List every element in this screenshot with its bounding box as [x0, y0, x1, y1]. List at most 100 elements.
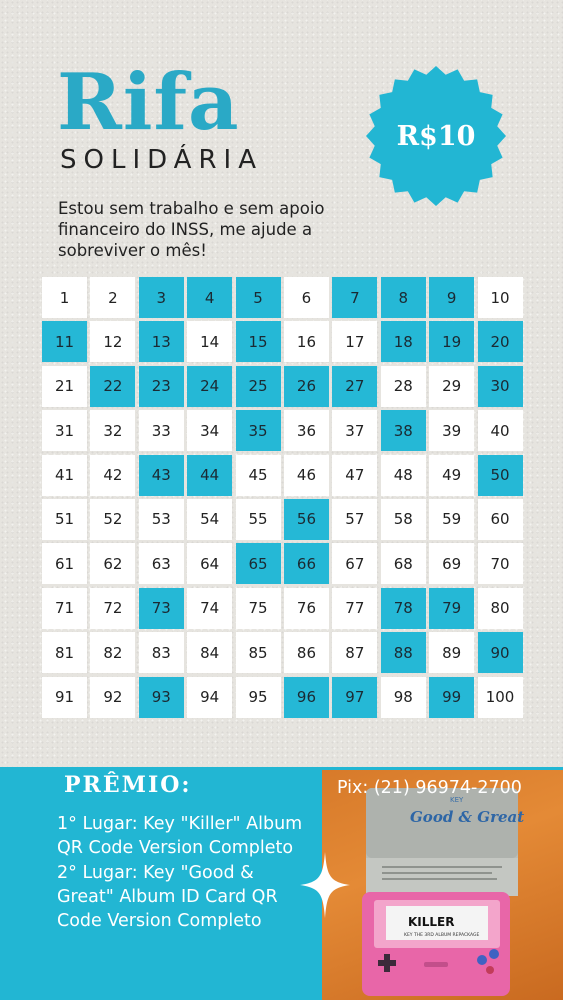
raffle-number-cell: 83	[138, 632, 184, 674]
raffle-number-cell: 27	[332, 365, 378, 407]
raffle-number-cell: 12	[90, 321, 136, 363]
raffle-number-cell: 78	[380, 587, 426, 629]
raffle-number-cell: 20	[477, 321, 523, 363]
raffle-number-cell: 97	[332, 676, 378, 718]
raffle-number-cell: 34	[187, 410, 233, 452]
raffle-number-cell: 93	[138, 676, 184, 718]
raffle-number-cell: 7	[332, 277, 378, 318]
raffle-number-cell: 85	[235, 632, 281, 674]
raffle-number-cell: 62	[90, 543, 136, 585]
raffle-number-cell: 49	[429, 454, 475, 496]
raffle-number-cell: 10	[477, 277, 523, 318]
raffle-subtitle: SOLIDÁRIA	[60, 145, 263, 175]
raffle-number-cell: 17	[332, 321, 378, 363]
raffle-number-cell: 99	[429, 676, 475, 718]
raffle-number-cell: 84	[187, 632, 233, 674]
raffle-number-cell: 96	[283, 676, 329, 718]
raffle-number-cell: 55	[235, 498, 281, 540]
raffle-number-cell: 76	[283, 587, 329, 629]
raffle-number-cell: 41	[42, 454, 87, 496]
raffle-number-cell: 11	[42, 321, 87, 363]
raffle-number-cell: 14	[187, 321, 233, 363]
album-box-image: KEY Good & Great	[366, 788, 524, 896]
raffle-number-cell: 3	[138, 277, 184, 318]
raffle-number-cell: 42	[90, 454, 136, 496]
raffle-number-cell: 69	[429, 543, 475, 585]
prize-photo: KEY Good & Great KILLER KEY THE 3RD ALBU…	[322, 770, 563, 1000]
raffle-number-cell: 26	[283, 365, 329, 407]
scalloped-badge-shape	[366, 66, 506, 206]
raffle-number-cell: 2	[90, 277, 136, 318]
raffle-number-cell: 37	[332, 410, 378, 452]
raffle-number-cell: 21	[42, 365, 87, 407]
raffle-number-cell: 6	[283, 277, 329, 318]
raffle-number-cell: 40	[477, 410, 523, 452]
console-caption-text: KEY THE 3RD ALBUM REPACKAGE	[404, 932, 479, 938]
raffle-number-cell: 18	[380, 321, 426, 363]
raffle-number-cell: 54	[187, 498, 233, 540]
raffle-number-cell: 89	[429, 632, 475, 674]
raffle-number-cell: 64	[187, 543, 233, 585]
box-brand-text: KEY	[450, 796, 464, 804]
raffle-description: Estou sem trabalho e sem apoio financeir…	[58, 199, 325, 260]
raffle-number-cell: 24	[187, 365, 233, 407]
raffle-number-cell: 70	[477, 543, 523, 585]
raffle-number-cell: 32	[90, 410, 136, 452]
raffle-number-cell: 73	[138, 587, 184, 629]
raffle-number-cell: 75	[235, 587, 281, 629]
raffle-number-cell: 28	[380, 365, 426, 407]
raffle-number-cell: 22	[90, 365, 136, 407]
prize-list: 1° Lugar: Key "Killer" Album QR Code Ver…	[57, 812, 312, 933]
pix-contact: Pix: (21) 96974-2700	[337, 778, 522, 798]
raffle-number-cell: 50	[477, 454, 523, 496]
prize-first: 1° Lugar: Key "Killer" Album QR Code Ver…	[57, 814, 303, 859]
raffle-number-cell: 74	[187, 587, 233, 629]
raffle-number-cell: 16	[283, 321, 329, 363]
number-grid: 1 2 3 4 5 6 7 8 9 10 11 12 13 14 15 16 17 18 19 20 21 22 23 24 2…	[42, 277, 523, 718]
raffle-number-cell: 90	[477, 632, 523, 674]
raffle-number-cell: 38	[380, 410, 426, 452]
raffle-number-cell: 15	[235, 321, 281, 363]
raffle-number-cell: 30	[477, 365, 523, 407]
box-title-text: Good & Great	[410, 808, 524, 826]
raffle-number-cell: 87	[332, 632, 378, 674]
raffle-number-cell: 33	[138, 410, 184, 452]
raffle-number-cell: 59	[429, 498, 475, 540]
raffle-number-cell: 68	[380, 543, 426, 585]
raffle-number-cell: 72	[90, 587, 136, 629]
raffle-number-cell: 91	[42, 676, 87, 718]
raffle-number-cell: 82	[90, 632, 136, 674]
raffle-number-cell: 77	[332, 587, 378, 629]
raffle-number-cell: 100	[477, 676, 523, 718]
raffle-number-cell: 9	[429, 277, 475, 318]
raffle-number-cell: 57	[332, 498, 378, 540]
raffle-number-cell: 46	[283, 454, 329, 496]
raffle-number-cell: 71	[42, 587, 87, 629]
album-console-image: KILLER KEY THE 3RD ALBUM REPACKAGE	[362, 892, 510, 996]
raffle-number-cell: 5	[235, 277, 281, 318]
raffle-number-cell: 19	[429, 321, 475, 363]
raffle-number-cell: 43	[138, 454, 184, 496]
raffle-number-cell: 88	[380, 632, 426, 674]
raffle-number-cell: 13	[138, 321, 184, 363]
raffle-number-cell: 95	[235, 676, 281, 718]
raffle-number-cell: 81	[42, 632, 87, 674]
raffle-number-cell: 39	[429, 410, 475, 452]
raffle-number-cell: 56	[283, 498, 329, 540]
raffle-number-cell: 98	[380, 676, 426, 718]
price-badge: R$10	[362, 62, 510, 210]
raffle-number-cell: 66	[283, 543, 329, 585]
raffle-number-cell: 48	[380, 454, 426, 496]
raffle-number-cell: 44	[187, 454, 233, 496]
raffle-number-cell: 8	[380, 277, 426, 318]
prize-title: PRÊMIO:	[64, 772, 192, 798]
raffle-number-cell: 51	[42, 498, 87, 540]
raffle-number-cell: 45	[235, 454, 281, 496]
raffle-number-cell: 67	[332, 543, 378, 585]
sparkle-icon	[300, 852, 350, 918]
console-title-text: KILLER	[408, 915, 455, 929]
raffle-number-cell: 63	[138, 543, 184, 585]
raffle-number-cell: 35	[235, 410, 281, 452]
raffle-number-cell: 31	[42, 410, 87, 452]
raffle-number-cell: 25	[235, 365, 281, 407]
